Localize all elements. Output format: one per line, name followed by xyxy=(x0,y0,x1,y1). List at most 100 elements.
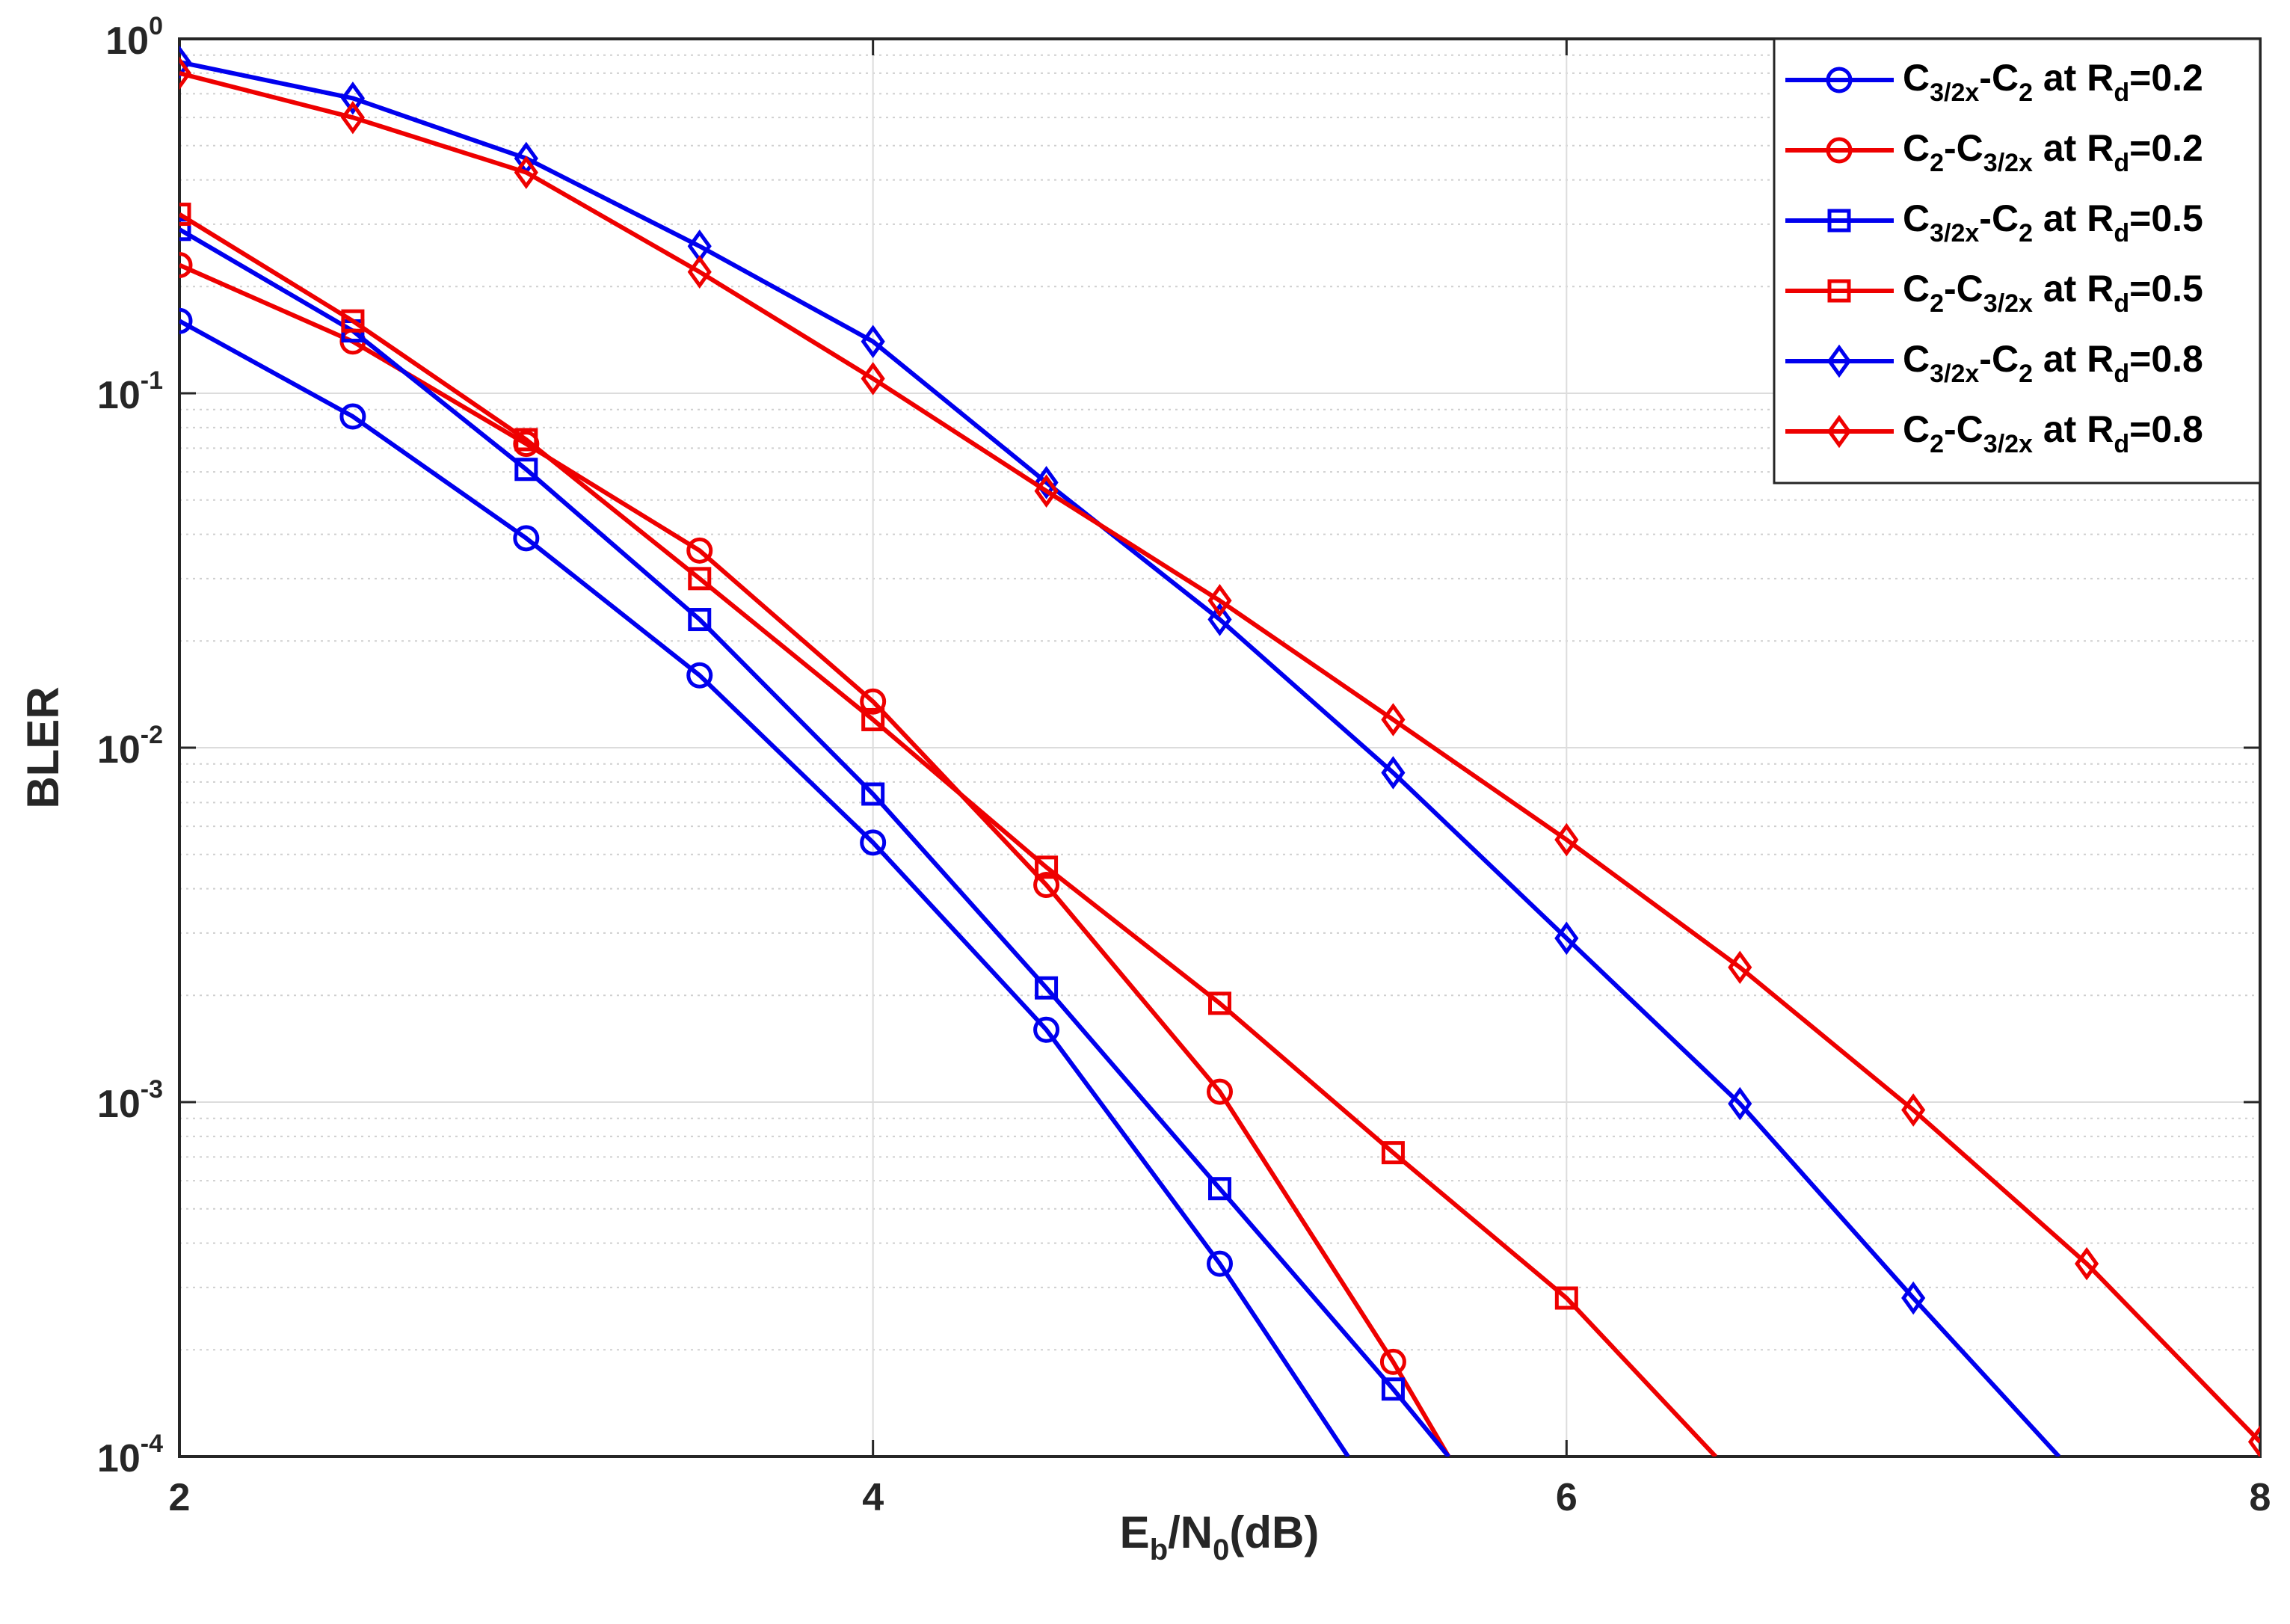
legend-marker xyxy=(1826,344,1852,378)
series-4 xyxy=(179,203,1717,1457)
data-point xyxy=(1901,1093,1926,1127)
series-line xyxy=(179,60,2061,1457)
data-point xyxy=(2247,1425,2260,1457)
x-axis: 2 4 6 8 xyxy=(169,39,2271,1519)
legend-item: C3/2x-C2 at Rd=0.5 xyxy=(1785,197,2203,247)
data-point xyxy=(860,829,887,856)
data-point xyxy=(1035,976,1059,1000)
legend-box xyxy=(1773,37,2262,485)
data-point xyxy=(2074,1246,2099,1281)
y-tick-label: 10-2 xyxy=(97,721,163,772)
data-point xyxy=(861,362,885,396)
y-tick-label: 10-3 xyxy=(97,1075,163,1126)
data-point xyxy=(1381,756,1406,790)
series-1 xyxy=(179,307,1350,1457)
data-point xyxy=(1208,991,1231,1015)
data-point xyxy=(514,458,538,482)
data-point xyxy=(688,608,712,632)
legend-item: C3/2x-C2 at Rd=0.2 xyxy=(1785,57,2203,107)
data-point xyxy=(1207,1250,1233,1277)
x-tick-label: 6 xyxy=(1556,1476,1578,1519)
y-tick-label: 10-4 xyxy=(97,1430,163,1480)
legend-item: C2-C3/2x at Rd=0.2 xyxy=(1785,127,2203,177)
series-layer xyxy=(179,45,2260,1457)
series-5 xyxy=(179,45,2061,1457)
data-point xyxy=(1381,703,1406,736)
data-point xyxy=(514,428,538,452)
data-point xyxy=(1034,466,1059,499)
legend-marker xyxy=(1826,67,1853,93)
data-point xyxy=(1901,1281,1926,1315)
data-point xyxy=(861,782,885,806)
data-point xyxy=(179,45,192,79)
data-point xyxy=(179,218,191,242)
legend-marker xyxy=(1826,414,1852,449)
y-tick-label: 10-1 xyxy=(97,366,163,417)
series-line xyxy=(179,71,2260,1444)
x-axis-label-sub1: b xyxy=(1150,1534,1168,1566)
x-axis-label: Eb/N0(dB) xyxy=(1120,1507,1320,1566)
data-point xyxy=(1207,584,1232,618)
series-line xyxy=(179,212,1717,1457)
data-point xyxy=(1033,872,1060,899)
data-point xyxy=(513,525,540,552)
data-point xyxy=(686,537,713,564)
x-axis-label-mid: /N xyxy=(1168,1507,1213,1557)
y-tick-label: 100 xyxy=(105,12,163,63)
data-point xyxy=(688,567,712,591)
x-tick-label: 4 xyxy=(862,1476,884,1519)
data-point xyxy=(687,255,712,289)
data-point xyxy=(1033,1016,1060,1043)
legend-item: C3/2x-C2 at Rd=0.8 xyxy=(1785,338,2203,388)
data-point xyxy=(1381,1377,1405,1401)
legend-marker xyxy=(1827,279,1851,303)
legend-label: C2-C3/2x at Rd=0.5 xyxy=(1903,268,2203,318)
data-point xyxy=(339,403,366,430)
data-point xyxy=(1208,1177,1231,1201)
series-line xyxy=(179,227,1450,1457)
data-point xyxy=(179,56,192,90)
legend: C3/2x-C2 at Rd=0.2 C2-C3/2x at Rd=0.2 C3/2… xyxy=(1773,37,2262,485)
data-point xyxy=(340,81,366,115)
legend-item: C2-C3/2x at Rd=0.8 xyxy=(1785,408,2203,458)
data-point xyxy=(861,707,885,731)
data-point xyxy=(1554,921,1579,956)
y-axis: 100 10-1 10-2 10-3 10-4 xyxy=(97,12,2260,1480)
legend-marker xyxy=(1826,137,1853,164)
data-point xyxy=(1728,950,1752,985)
legend-label: C3/2x-C2 at Rd=0.8 xyxy=(1903,338,2203,388)
legend-label: C3/2x-C2 at Rd=0.2 xyxy=(1903,57,2203,107)
x-axis-label-sub2: 0 xyxy=(1213,1534,1229,1566)
data-point xyxy=(1554,1286,1578,1310)
data-point xyxy=(1379,1348,1406,1375)
x-tick-label: 8 xyxy=(2250,1476,2271,1519)
series-6 xyxy=(179,56,2260,1457)
data-point xyxy=(1554,822,1579,857)
legend-item: C2-C3/2x at Rd=0.5 xyxy=(1785,268,2203,318)
data-point xyxy=(1207,1078,1233,1105)
x-axis-label-tail: (dB) xyxy=(1229,1507,1319,1557)
data-point xyxy=(686,662,713,689)
y-axis-label: BLER xyxy=(18,686,68,808)
data-point xyxy=(179,252,193,279)
data-point xyxy=(179,203,191,227)
data-point xyxy=(340,100,366,135)
x-axis-label-main: E xyxy=(1120,1507,1150,1557)
legend-label: C2-C3/2x at Rd=0.8 xyxy=(1903,408,2203,458)
legend-label: C3/2x-C2 at Rd=0.5 xyxy=(1903,197,2203,247)
data-point xyxy=(341,309,365,333)
series-line xyxy=(179,319,1350,1457)
x-tick-label: 2 xyxy=(169,1476,191,1519)
data-point xyxy=(860,688,887,715)
data-point xyxy=(1034,474,1059,508)
data-point xyxy=(1728,1086,1752,1121)
data-point xyxy=(179,307,193,334)
legend-label: C2-C3/2x at Rd=0.2 xyxy=(1903,127,2203,177)
data-point xyxy=(861,325,885,359)
data-point xyxy=(514,156,538,189)
data-point xyxy=(1207,603,1232,636)
data-point xyxy=(1381,1141,1405,1165)
legend-marker xyxy=(1827,209,1851,233)
data-point xyxy=(1035,855,1059,879)
